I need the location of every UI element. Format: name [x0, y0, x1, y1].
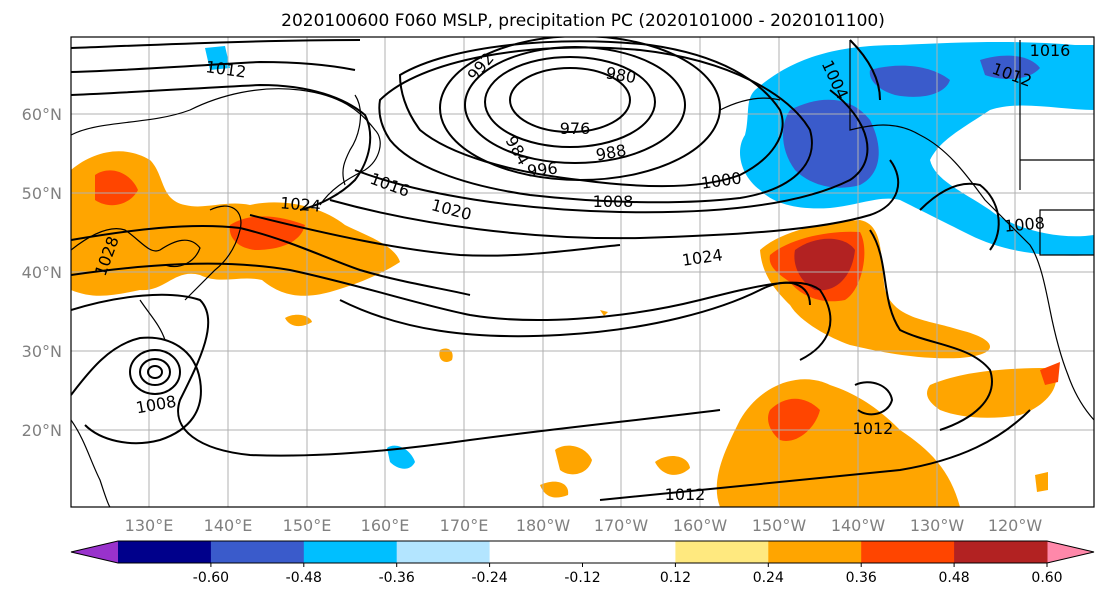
- colorbar-segment: [118, 541, 212, 563]
- lon-label: 160°E: [361, 516, 410, 535]
- lat-label: 60°N: [22, 105, 62, 124]
- lon-label: 140°W: [831, 516, 886, 535]
- longitude-labels: 130°E 140°E 150°E 160°E 170°E 180°W 170°…: [125, 516, 1043, 535]
- lon-label: 150°W: [752, 516, 807, 535]
- precip-strong-negative-region: [869, 65, 950, 97]
- lat-label: 30°N: [22, 342, 62, 361]
- lon-label: 140°E: [204, 516, 253, 535]
- isobar-label: 1024: [279, 193, 321, 215]
- lat-label: 50°N: [22, 184, 62, 203]
- colorbar-segment: [489, 541, 583, 563]
- precip-positive-region: [540, 481, 569, 498]
- isobar-label: 1012: [853, 419, 894, 438]
- colorbar-tick-labels: -0.60 -0.48 -0.36 -0.24 -0.12 0.12 0.24 0.36 0.4…: [193, 563, 1063, 586]
- precip-positive-region: [555, 445, 592, 475]
- precip-positive-region: [285, 314, 312, 327]
- precip-positive-region: [600, 310, 608, 316]
- colorbar-tick-label: -0.12: [564, 570, 600, 586]
- figure-title: 2020100600 F060 MSLP, precipitation PC (…: [281, 11, 885, 31]
- colorbar-segment: [768, 541, 862, 563]
- isobar-label: 1008: [593, 192, 634, 211]
- colorbar-tick-label: 0.12: [660, 570, 691, 586]
- lon-label: 150°E: [283, 516, 332, 535]
- lon-label: 120°W: [988, 516, 1043, 535]
- precip-positive-region: [655, 456, 690, 475]
- colorbar-segment: [210, 541, 305, 563]
- isobar-label: 1016: [1030, 41, 1071, 60]
- isobar-label: 1008: [1003, 213, 1045, 235]
- colorbar-tick-label: 0.24: [753, 570, 784, 586]
- lon-label: 170°E: [440, 516, 489, 535]
- precip-shading: [71, 41, 1094, 507]
- colorbar-tick-label: -0.24: [471, 570, 507, 586]
- lon-label: 130°E: [125, 516, 174, 535]
- map-frame: [70, 36, 1095, 508]
- colorbar-segment: [303, 541, 398, 563]
- isobars: [71, 37, 1031, 501]
- colorbar-tick-label: -0.36: [379, 570, 415, 586]
- map-panel: 1012 992 980 976 984 988 996 1000 1008 1…: [70, 36, 1095, 508]
- lon-label: 160°W: [673, 516, 728, 535]
- colorbar-outline: [70, 540, 1095, 564]
- isobar-label: 1012: [665, 485, 706, 504]
- lon-label: 130°W: [910, 516, 965, 535]
- colorbar-segment: [396, 541, 491, 563]
- colorbar-segment: [675, 541, 769, 563]
- precip-very-strong-region: [794, 238, 855, 291]
- precip-strong-negative-region: [783, 99, 879, 188]
- lat-label: 40°N: [22, 263, 62, 282]
- colorbar: -0.60 -0.48 -0.36 -0.24 -0.12 0.12 0.24 0.36 0.4…: [70, 540, 1095, 586]
- precip-positive-region: [1035, 472, 1048, 492]
- precip-strong-region: [95, 170, 138, 206]
- colorbar-extend-low: [71, 541, 118, 563]
- lon-label: 170°W: [594, 516, 649, 535]
- colorbar-tick-label: -0.48: [286, 570, 322, 586]
- latitude-labels: 60°N 50°N 40°N 30°N 20°N: [22, 105, 62, 440]
- colorbar-extend-high: [1047, 541, 1094, 563]
- colorbar-tick-label: 0.48: [939, 570, 970, 586]
- precip-strong-negative-region: [980, 55, 1040, 80]
- colorbar-tick-label: 0.36: [846, 570, 877, 586]
- lat-label: 20°N: [22, 421, 62, 440]
- coastlines: [71, 40, 1094, 507]
- colorbar-tick-label: -0.60: [193, 570, 229, 586]
- isobar-label: 976: [560, 119, 591, 138]
- precip-positive-region: [439, 348, 453, 362]
- precip-negative-region: [740, 41, 1094, 256]
- colorbar-segment: [954, 541, 1048, 563]
- colorbar-segment: [582, 541, 676, 563]
- colorbar-tick-label: 0.60: [1031, 570, 1062, 586]
- lon-label: 180°W: [516, 516, 571, 535]
- precip-negative-region: [387, 445, 415, 469]
- precip-strong-region: [1040, 362, 1060, 385]
- precip-positive-region: [927, 368, 1056, 418]
- colorbar-segments: [118, 541, 1048, 563]
- colorbar-segment: [861, 541, 955, 563]
- isobar-label: 996: [526, 158, 558, 180]
- graticule: [71, 37, 1094, 507]
